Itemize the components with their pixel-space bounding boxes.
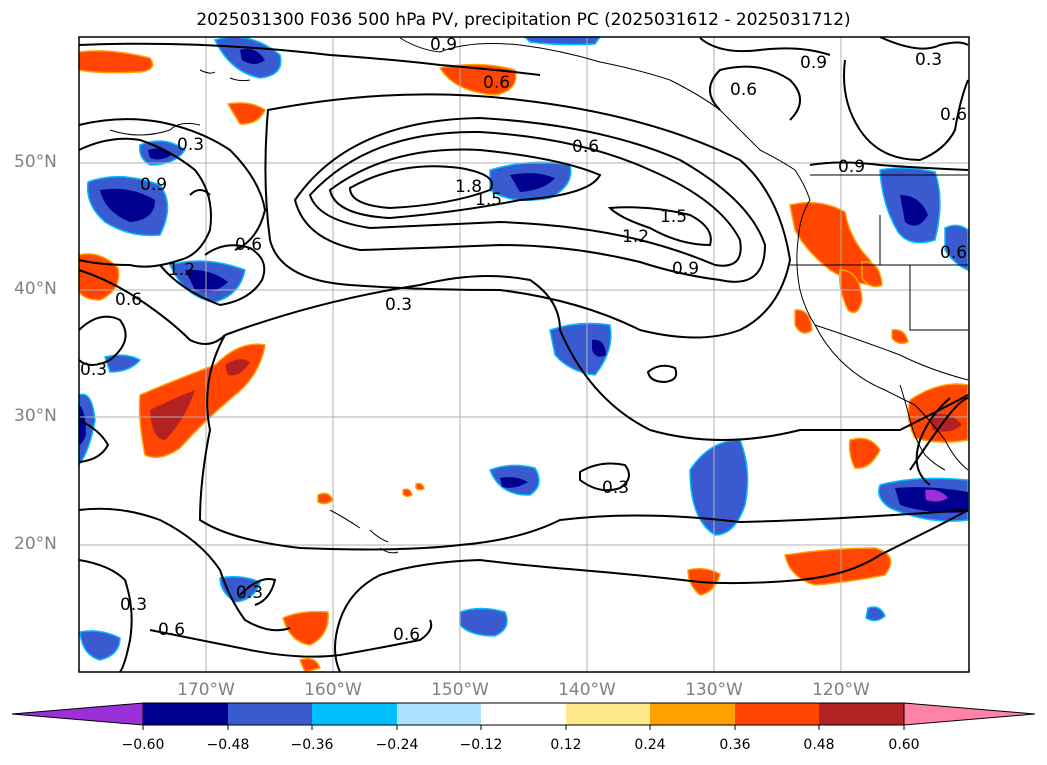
colorbar-tick-label: 0.60 (888, 737, 920, 753)
contour-label: 0.6 (572, 137, 599, 157)
contour-label: 1.5 (660, 207, 687, 227)
contour-label: 0.9 (800, 53, 827, 73)
contour-label: 0.6 (115, 290, 142, 310)
contour-label: 0.6 (393, 625, 420, 645)
contour-label: 0.3 (385, 295, 412, 315)
contour-label: 0.9 (672, 259, 699, 279)
colorbar-tick-label: −0.12 (459, 737, 503, 753)
lon-label: 160°W (304, 680, 362, 700)
contour-label: 0.6 (730, 80, 757, 100)
colorbar-tick-label: −0.60 (121, 737, 165, 753)
lat-label: 40°N (14, 279, 57, 299)
colorbar-tick-label: −0.24 (375, 737, 419, 753)
colorbar-tick-label: 0.12 (550, 737, 582, 753)
contour-label: 0.6 (158, 620, 185, 640)
contour-label: 0.9 (838, 157, 865, 177)
colorbar (11, 702, 1036, 730)
map-title: 2025031300 F036 500 hPa PV, precipitatio… (196, 10, 851, 30)
colorbar-tick-label: 0.24 (634, 737, 666, 753)
colorbar-tick-label: 0.48 (803, 737, 835, 753)
contour-label: 1.2 (168, 260, 195, 280)
contour-label: 0.3 (177, 135, 204, 155)
contour-label: 0.9 (430, 35, 457, 55)
lat-label: 20°N (14, 534, 57, 554)
contour-label: 1.5 (475, 190, 502, 210)
lon-label: 150°W (431, 680, 489, 700)
lon-label: 170°W (177, 680, 235, 700)
contour-label: 0.6 (940, 243, 967, 263)
contour-label: 1.2 (622, 227, 649, 247)
colorbar-tick-label: 0.36 (719, 737, 751, 753)
colorbar-tick-label: −0.36 (290, 737, 334, 753)
contour-label: 0.3 (236, 583, 263, 603)
lon-label: 120°W (812, 680, 870, 700)
colorbar-tick-label: −0.48 (206, 737, 250, 753)
contour-label: 0.3 (80, 360, 107, 380)
lat-label: 50°N (14, 152, 57, 172)
lat-label: 30°N (14, 406, 57, 426)
lon-label: 130°W (685, 680, 743, 700)
contour-label: 0.6 (483, 73, 510, 93)
lon-label: 140°W (558, 680, 616, 700)
contour-label: 1.8 (455, 177, 482, 197)
contour-label: 0.6 (235, 235, 262, 255)
contour-label: 0.3 (915, 50, 942, 70)
contour-labels: 0.9 0.3 0.6 0.9 0.6 0.3 0.9 0.6 0.6 0.9 … (80, 35, 967, 645)
map-frame (78, 36, 970, 673)
pv-contours (78, 36, 969, 673)
contour-label: 0.3 (602, 478, 629, 498)
contour-label: 0.9 (140, 175, 167, 195)
contour-label: 0.6 (940, 105, 967, 125)
contour-label: 0.3 (120, 595, 147, 615)
